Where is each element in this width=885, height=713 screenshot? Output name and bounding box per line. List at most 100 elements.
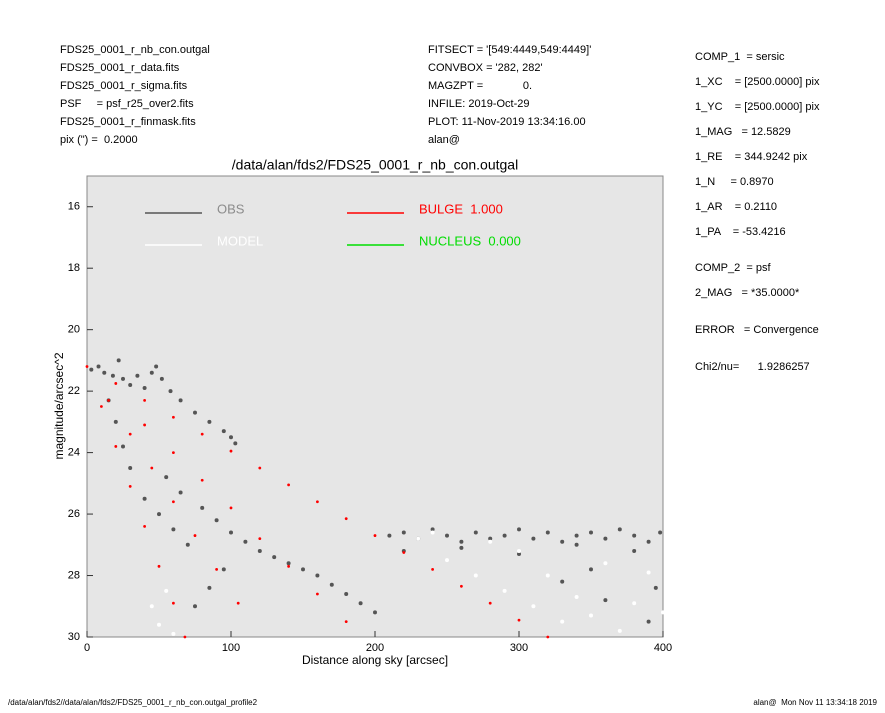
data-point	[589, 530, 593, 535]
data-point	[402, 551, 406, 554]
data-point	[143, 524, 147, 528]
data-point	[632, 533, 637, 538]
data-point	[178, 398, 183, 403]
data-point	[164, 588, 169, 593]
fit-parameter: 1_MAG = 12.5829	[695, 126, 791, 138]
data-point	[286, 561, 291, 566]
data-point	[157, 622, 161, 627]
fit-parameter: 1_AR = 0.2110	[695, 201, 777, 213]
data-point	[459, 545, 464, 550]
data-point	[171, 631, 176, 636]
y-tick-label: 28	[68, 569, 80, 581]
data-point	[560, 579, 565, 584]
data-point	[488, 536, 493, 541]
data-point	[445, 533, 449, 538]
data-point	[168, 389, 173, 394]
data-point	[315, 573, 320, 578]
data-point	[574, 595, 579, 600]
plot-layer	[85, 358, 665, 639]
data-point	[229, 449, 233, 453]
x-axis-label: Distance along sky [arcsec]	[302, 653, 448, 667]
data-point	[114, 382, 118, 385]
data-point	[658, 530, 663, 535]
data-point	[150, 466, 154, 470]
data-point	[157, 512, 161, 517]
data-point	[546, 635, 550, 639]
data-point	[164, 475, 169, 480]
data-point	[183, 635, 187, 639]
fit-parameter: 2_MAG = *35.0000*	[695, 287, 800, 299]
data-point	[221, 567, 226, 572]
data-point	[603, 536, 608, 541]
data-point	[200, 432, 204, 436]
data-point	[344, 620, 348, 624]
data-point	[646, 619, 651, 624]
data-point	[193, 534, 197, 537]
fit-parameter: 1_PA = -53.4216	[695, 226, 786, 238]
data-point	[574, 533, 579, 538]
data-point	[517, 548, 521, 553]
header-left-line: FDS25_0001_r_sigma.fits	[60, 80, 188, 92]
data-point	[85, 365, 89, 368]
header-middle-line: alan@	[428, 134, 460, 146]
data-point	[193, 410, 197, 415]
y-tick-label: 18	[68, 262, 80, 274]
data-point	[149, 370, 154, 375]
data-point	[143, 423, 147, 427]
header-middle-line: PLOT: 11-Nov-2019 13:34:16.00	[428, 116, 586, 128]
y-tick-label: 16	[68, 201, 80, 213]
data-point	[287, 483, 290, 487]
data-point	[128, 465, 133, 470]
data-point	[178, 490, 183, 495]
data-point	[401, 530, 406, 535]
data-point	[488, 539, 493, 544]
data-point	[207, 585, 212, 590]
data-point	[646, 539, 651, 544]
data-point	[172, 601, 175, 605]
fit-parameter: COMP_1 = sersic	[695, 51, 785, 63]
data-point	[143, 398, 147, 402]
chart-title: /data/alan/fds2/FDS25_0001_r_nb_con.outg…	[232, 157, 518, 173]
legend-label: NUCLEUS 0.000	[419, 233, 521, 248]
header-middle-line: CONVBOX = '282, 282'	[428, 62, 543, 74]
data-point	[460, 584, 463, 588]
header-middle-line: MAGZPT = 0.	[428, 80, 532, 92]
x-tick-label: 100	[222, 642, 240, 654]
data-point	[445, 558, 449, 563]
data-point	[301, 567, 305, 572]
data-point	[646, 570, 651, 575]
data-point	[459, 539, 464, 544]
data-point	[431, 567, 434, 571]
data-point	[128, 485, 132, 488]
data-point	[517, 552, 521, 557]
data-point	[258, 466, 262, 470]
data-point	[545, 530, 550, 535]
data-point	[172, 500, 175, 504]
plot-area	[86, 175, 664, 638]
x-tick-label: 300	[510, 642, 528, 654]
data-point	[172, 415, 175, 419]
data-point	[207, 419, 212, 424]
fit-parameter: 1_XC = [2500.0000] pix	[695, 76, 820, 88]
x-tick-label: 200	[366, 642, 384, 654]
data-point	[229, 506, 233, 510]
data-point	[653, 585, 658, 590]
header-left-line: FDS25_0001_r_finmask.fits	[60, 116, 196, 128]
data-point	[560, 619, 565, 624]
data-point	[229, 530, 233, 535]
data-point	[154, 364, 159, 369]
fit-parameter: 1_RE = 344.9242 pix	[695, 151, 808, 163]
data-point	[430, 527, 435, 532]
data-point	[617, 628, 622, 633]
data-point	[113, 419, 118, 424]
data-point	[316, 500, 319, 504]
fit-parameter: COMP_2 = psf	[695, 262, 771, 274]
data-point	[89, 367, 94, 372]
data-point	[142, 496, 147, 501]
data-point	[387, 533, 392, 538]
footer-right: alan@ Mon Nov 11 13:34:18 2019	[753, 698, 877, 707]
header-left-line: FDS25_0001_r_nb_con.outgal	[60, 44, 210, 56]
y-tick-label: 26	[68, 508, 80, 520]
data-point	[531, 536, 536, 541]
data-point	[589, 613, 593, 618]
